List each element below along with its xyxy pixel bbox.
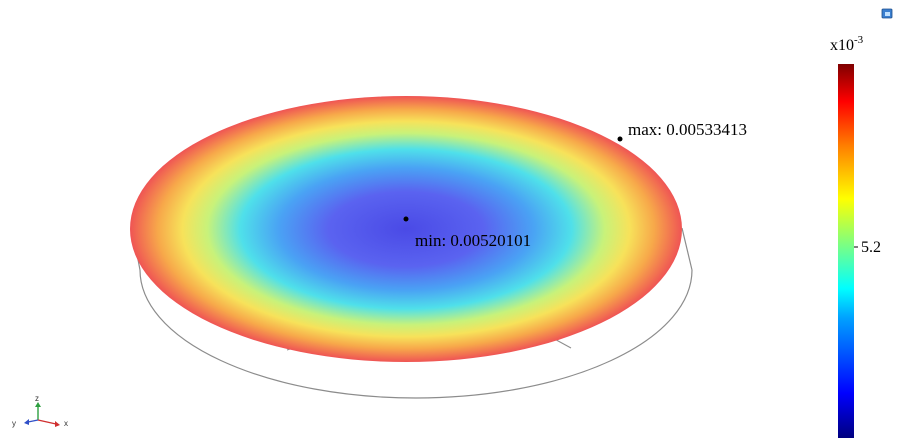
colorbar-exponent: x10-3 bbox=[830, 34, 864, 54]
axis-x-line bbox=[37, 419, 57, 425]
colorbar-tick-label: 5.2 bbox=[861, 239, 881, 256]
window-restore-icon[interactable] bbox=[881, 8, 893, 19]
max-marker bbox=[617, 136, 623, 142]
axis-x-arrowhead bbox=[55, 421, 60, 427]
max-label: max: 0.00533413 bbox=[628, 120, 747, 139]
colorbar-exponent-base: x10 bbox=[830, 37, 854, 54]
min-label: min: 0.00520101 bbox=[415, 231, 531, 250]
disk-surface[interactable] bbox=[130, 96, 682, 362]
axis-x-label: x bbox=[64, 419, 68, 428]
colorbar-gradient-bar bbox=[838, 64, 854, 438]
axis-y-arrowhead bbox=[24, 419, 29, 425]
colorbar: x10-3 5.2 bbox=[830, 34, 881, 438]
axis-y-line bbox=[27, 419, 39, 423]
axis-y-label: y bbox=[12, 419, 16, 428]
disk-bottom-edge bbox=[139, 269, 693, 399]
axes-triad: z x y bbox=[12, 394, 68, 428]
min-marker bbox=[403, 216, 409, 222]
colorbar-exponent-power: -3 bbox=[854, 34, 864, 46]
disk-side-right bbox=[681, 227, 693, 271]
axis-z-arrowhead bbox=[35, 402, 41, 407]
axis-z-label: z bbox=[35, 394, 39, 403]
